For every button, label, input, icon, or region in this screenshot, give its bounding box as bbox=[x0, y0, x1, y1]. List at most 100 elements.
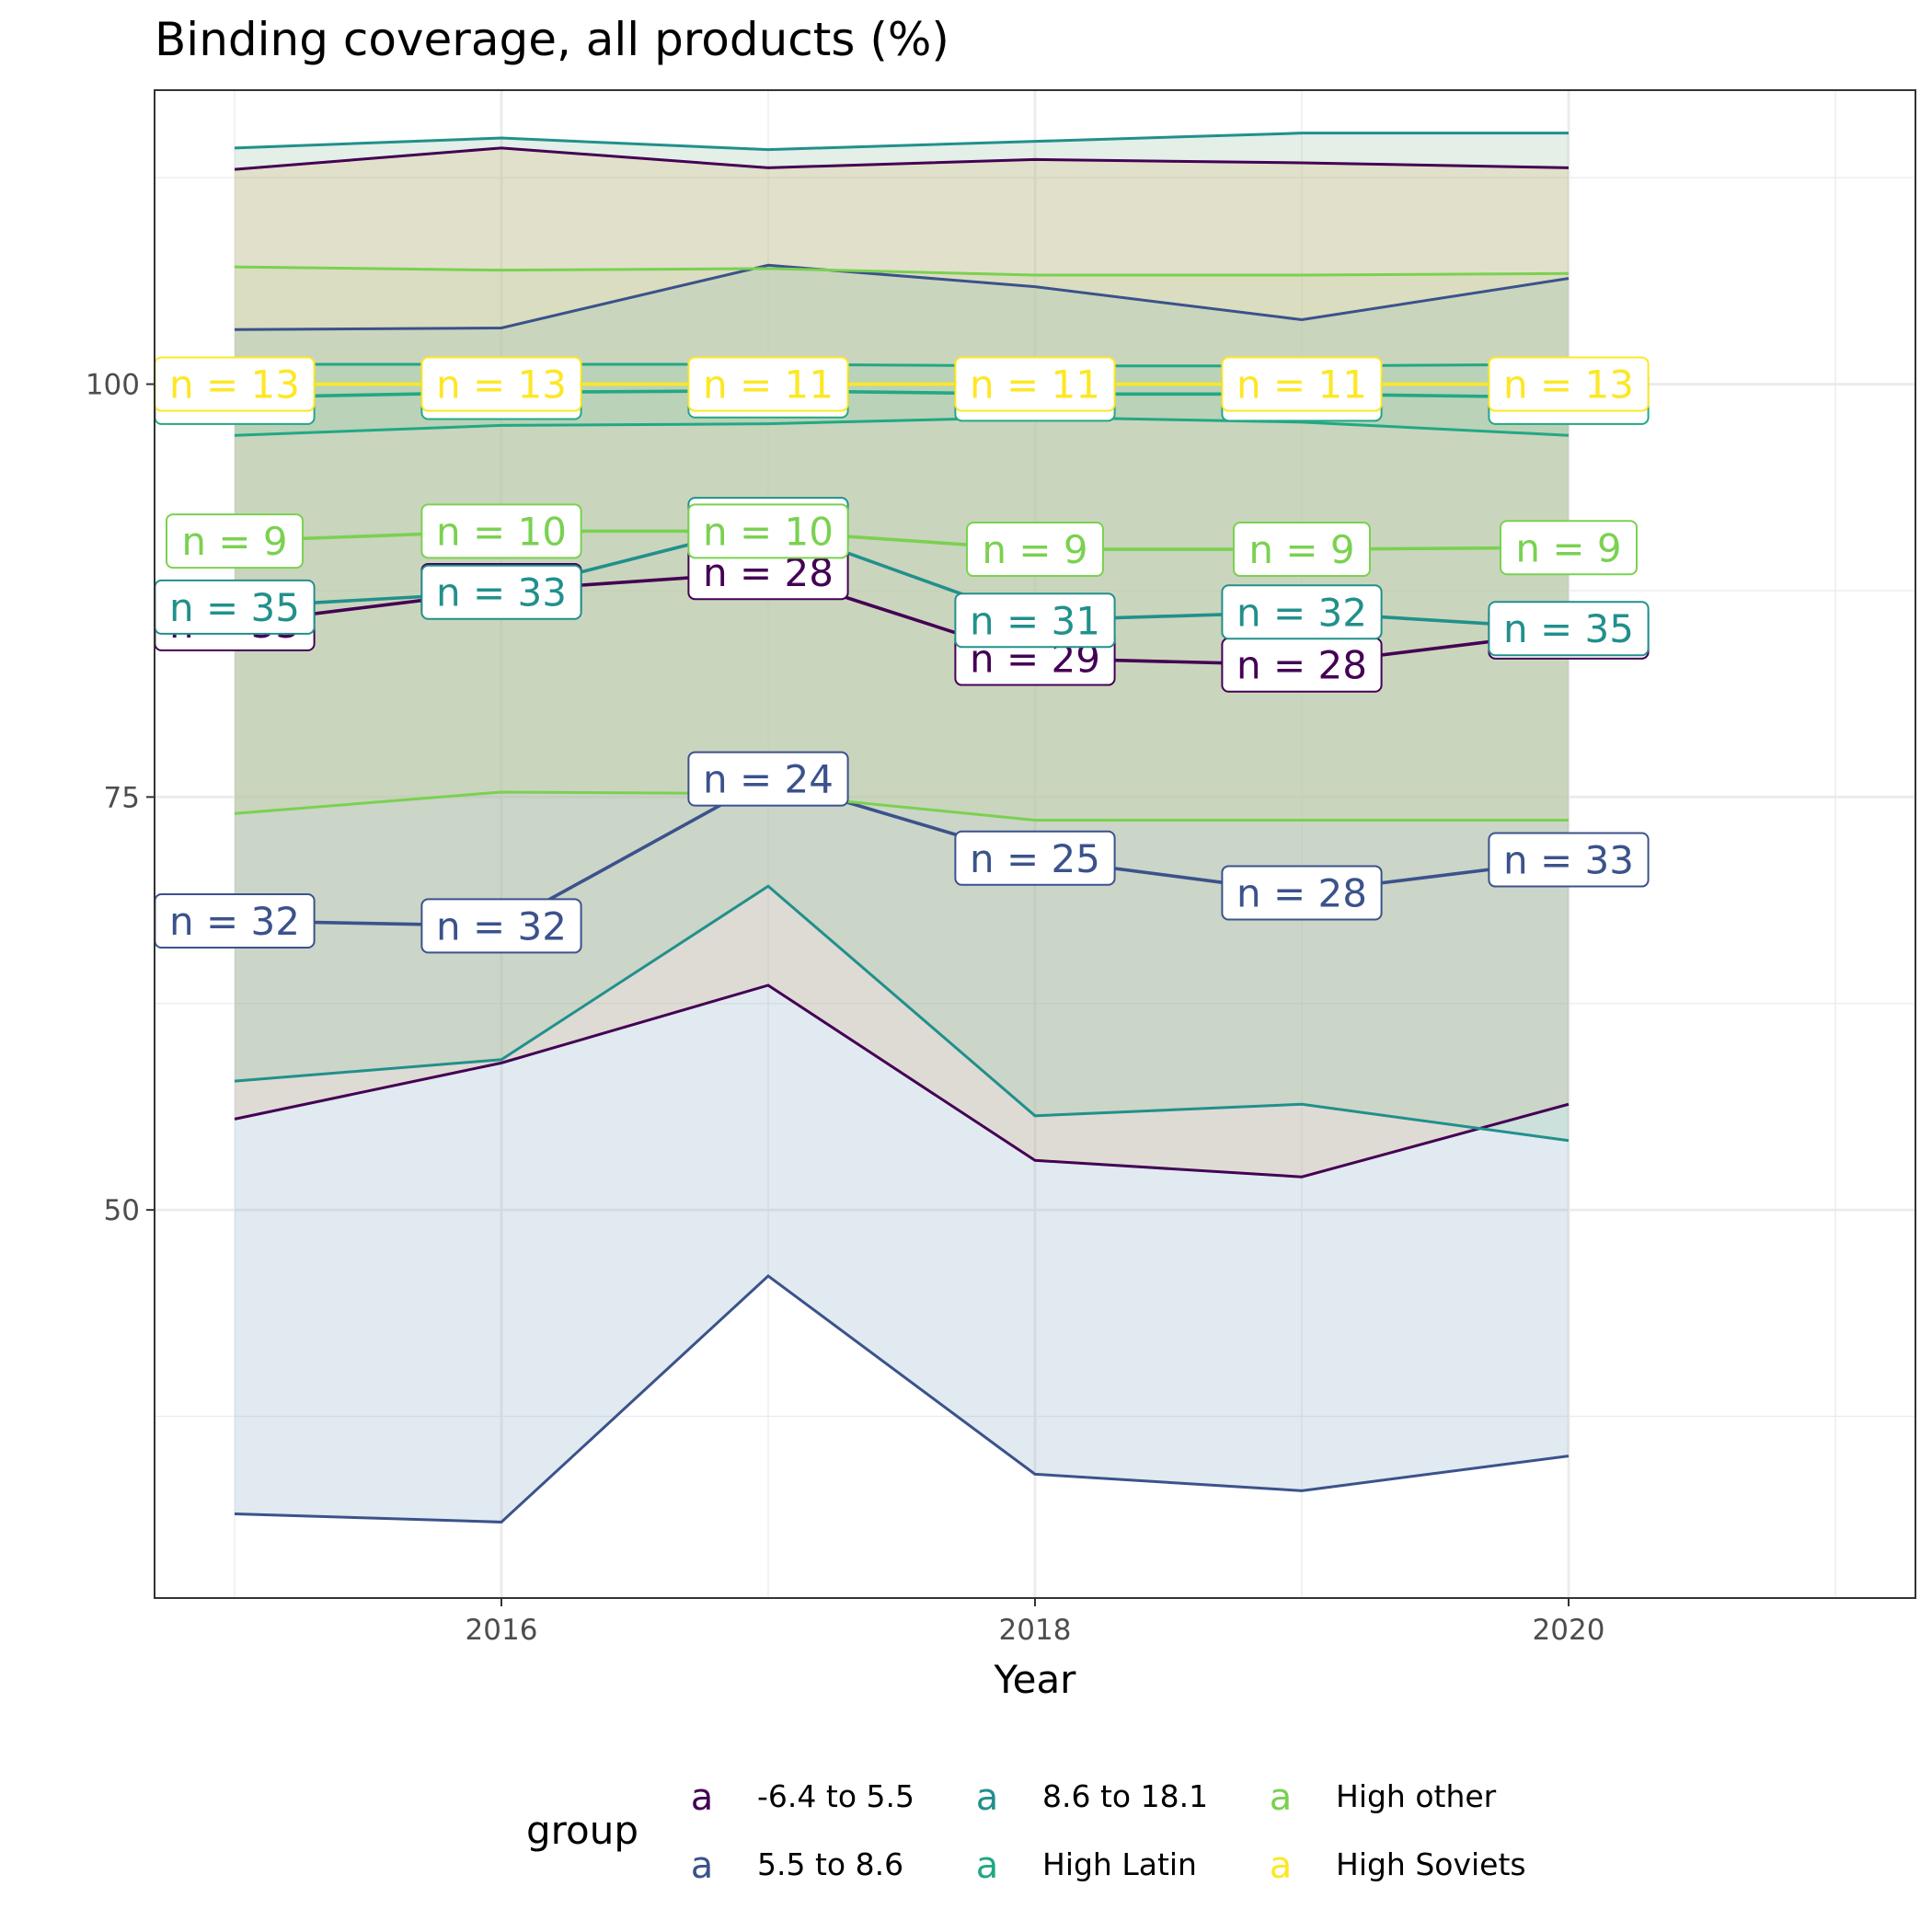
legend-item: a High other bbox=[1270, 1777, 1497, 1819]
legend-label: 8.6 to 18.1 bbox=[1042, 1778, 1208, 1814]
n-label-box bbox=[1488, 832, 1650, 888]
n-label-box bbox=[966, 522, 1104, 578]
n-label-text: n = 10 bbox=[436, 509, 567, 554]
legend-label: High Soviets bbox=[1336, 1846, 1526, 1882]
n-label: n = 32 bbox=[420, 898, 582, 954]
n-label-text: n = 11 bbox=[1236, 362, 1367, 408]
n-label-text: n = 24 bbox=[703, 757, 834, 802]
n-label: n = 9 bbox=[966, 522, 1104, 578]
chart-title: Binding coverage, all products (%) bbox=[155, 13, 949, 66]
legend-label: High other bbox=[1336, 1778, 1497, 1814]
n-label: n = 25 bbox=[954, 830, 1116, 886]
n-label: n = 9 bbox=[166, 513, 304, 569]
n-label: n = 32 bbox=[154, 892, 316, 949]
n-label-text: n = 9 bbox=[181, 519, 287, 564]
series-upper-line-2 bbox=[234, 132, 1569, 152]
n-label: n = 9 bbox=[1233, 522, 1371, 578]
n-label-text: n = 32 bbox=[436, 903, 567, 949]
n-label-text: n = 10 bbox=[703, 509, 834, 554]
n-label: n = 10 bbox=[687, 503, 849, 559]
series-lower-line-1 bbox=[234, 1273, 1570, 1524]
n-label-box bbox=[687, 356, 849, 412]
x-tick-label: 2020 bbox=[1533, 1614, 1605, 1647]
n-label-text: n = 28 bbox=[1236, 870, 1367, 915]
n-label-text: n = 35 bbox=[169, 585, 300, 630]
series-upper-line-1 bbox=[234, 263, 1570, 331]
n-label-text: n = 11 bbox=[703, 362, 834, 408]
n-label-box bbox=[1500, 520, 1638, 576]
n-label-box bbox=[1233, 522, 1371, 578]
n-label-box bbox=[1221, 584, 1383, 640]
n-label-box bbox=[1488, 601, 1650, 657]
x-tick-label: 2016 bbox=[466, 1614, 538, 1647]
legend-label: High Latin bbox=[1042, 1846, 1197, 1882]
y-tick-label: 75 bbox=[104, 781, 140, 814]
n-label: n = 35 bbox=[1488, 601, 1650, 657]
legend-label: -6.4 to 5.5 bbox=[757, 1778, 914, 1814]
n-label-box bbox=[954, 592, 1116, 649]
n-label-box bbox=[1488, 356, 1650, 412]
n-label: n = 24 bbox=[687, 751, 849, 807]
n-label: n = 33 bbox=[420, 564, 582, 620]
n-label: n = 10 bbox=[420, 503, 582, 559]
n-label-box bbox=[1221, 356, 1383, 412]
n-label-text: n = 28 bbox=[1236, 643, 1367, 688]
n-label: n = 28 bbox=[1221, 637, 1383, 693]
n-label: n = 33 bbox=[1488, 832, 1650, 888]
legend-key-glyph: a bbox=[976, 1845, 999, 1887]
n-label-text: n = 31 bbox=[970, 598, 1100, 643]
n-label-text: n = 9 bbox=[982, 527, 1087, 572]
n-label-box bbox=[1221, 865, 1383, 921]
n-label-text: n = 33 bbox=[436, 570, 567, 615]
x-tick-label: 2018 bbox=[999, 1614, 1072, 1647]
y-tick-label: 50 bbox=[104, 1194, 140, 1227]
n-label: n = 31 bbox=[954, 592, 1116, 649]
n-label-box bbox=[166, 513, 304, 569]
n-label-box bbox=[687, 751, 849, 807]
series-upper-line-0 bbox=[234, 146, 1570, 171]
y-tick-label: 100 bbox=[86, 369, 140, 402]
n-label: n = 11 bbox=[687, 356, 849, 412]
legend-item: a 8.6 to 18.1 bbox=[976, 1777, 1208, 1819]
legend: group a -6.4 to 5.5 a 5.5 to 8.6 a 8.6 to 18.1… bbox=[526, 1777, 1526, 1887]
n-label-text: n = 13 bbox=[436, 362, 567, 408]
n-label: n = 35 bbox=[154, 579, 316, 635]
n-label: n = 13 bbox=[1488, 356, 1650, 412]
n-label-text: n = 35 bbox=[1503, 606, 1634, 651]
series-upper-line-4 bbox=[234, 265, 1570, 277]
n-label-text: n = 33 bbox=[1503, 838, 1634, 883]
n-labels: n = 33n = 33n = 28n = 29n = 28n = 35n = … bbox=[154, 356, 1650, 954]
series-lower-line-2 bbox=[234, 884, 1570, 1143]
series-lower-line-4 bbox=[234, 790, 1569, 822]
legend-key-glyph: a bbox=[976, 1777, 999, 1819]
n-label-text: n = 13 bbox=[1503, 362, 1634, 408]
n-label: n = 9 bbox=[1500, 520, 1638, 576]
legend-item: a -6.4 to 5.5 bbox=[691, 1777, 914, 1819]
n-label-text: n = 9 bbox=[1515, 525, 1621, 570]
n-label-text: n = 25 bbox=[970, 836, 1100, 881]
series-lower-line-0 bbox=[234, 983, 1570, 1179]
n-label: n = 11 bbox=[954, 356, 1116, 412]
n-label: n = 28 bbox=[1221, 865, 1383, 921]
legend-item: a 5.5 to 8.6 bbox=[691, 1845, 903, 1887]
legend-key-glyph: a bbox=[1270, 1845, 1293, 1887]
n-label-text: n = 9 bbox=[1248, 527, 1354, 572]
series-lower-line-3 bbox=[234, 415, 1570, 437]
n-label-box bbox=[954, 830, 1116, 886]
n-label-box bbox=[420, 898, 582, 954]
legend-item: a High Soviets bbox=[1270, 1845, 1526, 1887]
n-label-box bbox=[420, 564, 582, 620]
n-label: n = 13 bbox=[420, 356, 582, 412]
n-label-text: n = 13 bbox=[169, 362, 300, 408]
x-axis-title: Year bbox=[994, 1657, 1077, 1702]
n-label-text: n = 32 bbox=[169, 899, 300, 944]
n-label: n = 13 bbox=[154, 356, 316, 412]
n-label-text: n = 11 bbox=[970, 362, 1100, 408]
n-label: n = 11 bbox=[1221, 356, 1383, 412]
legend-key-glyph: a bbox=[691, 1777, 714, 1819]
n-label-box bbox=[687, 503, 849, 559]
n-label-box bbox=[420, 503, 582, 559]
n-label: n = 28 bbox=[687, 545, 849, 601]
legend-label: 5.5 to 8.6 bbox=[757, 1846, 903, 1882]
